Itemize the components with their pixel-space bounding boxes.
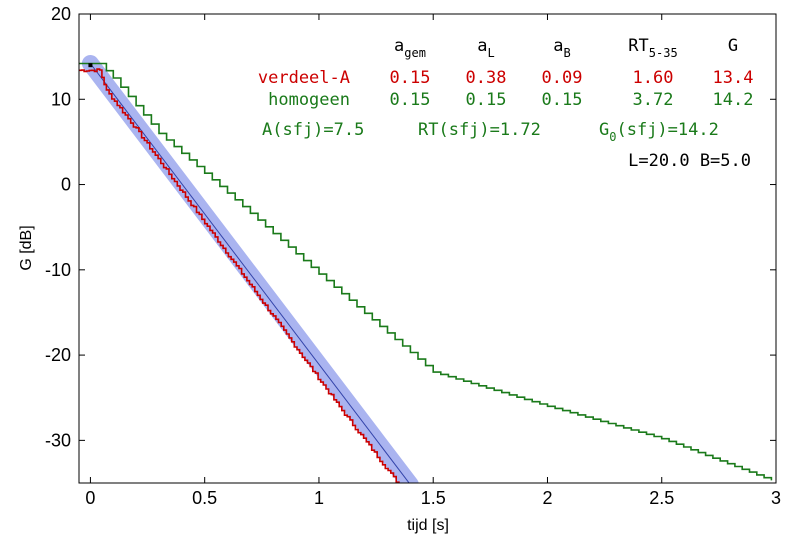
table-cell: 3.72 <box>633 90 674 110</box>
table-cell: 0.15 <box>466 90 507 110</box>
table-cell: 14.2 <box>713 90 754 110</box>
table-cell: 1.60 <box>633 68 674 88</box>
x-tick-label: 1 <box>314 488 324 508</box>
x-tick-label: 1.5 <box>421 488 446 508</box>
table-header: agem <box>394 36 426 60</box>
table-cell: 13.4 <box>713 68 754 88</box>
table-header: RT5-35 <box>628 36 677 60</box>
x-tick-label: 3 <box>771 488 781 508</box>
annotation-sfj-g0: G0(sfj)=14.2 <box>599 120 719 144</box>
table-row-label: homogeen <box>268 90 350 110</box>
table-header: G <box>728 36 738 56</box>
table-cell: 0.15 <box>542 90 583 110</box>
annotation-dims: L=20.0 B=5.0 <box>628 151 751 171</box>
plot-area <box>79 55 773 483</box>
table-cell: 0.15 <box>390 90 431 110</box>
annotation-sfj-a: A(sfj)=7.5 <box>262 120 364 140</box>
y-tick-label: -10 <box>45 260 71 280</box>
series-line-homogeen <box>79 62 773 481</box>
x-tick-label: 2.5 <box>649 488 674 508</box>
x-tick-label: 0 <box>85 488 95 508</box>
x-axis-label: tijd [s] <box>407 517 449 534</box>
start-marker <box>88 63 93 68</box>
y-tick-label: -20 <box>45 345 71 365</box>
table-header: aB <box>553 36 570 60</box>
plot-frame <box>78 13 777 484</box>
table-header: aL <box>477 36 494 60</box>
x-tick-label: 0.5 <box>192 488 217 508</box>
series-line-verdeel-a <box>79 68 400 483</box>
table-cell: 0.38 <box>466 68 507 88</box>
x-tick-label: 2 <box>542 488 552 508</box>
fit-line <box>90 63 410 483</box>
table-cell: 0.09 <box>542 68 583 88</box>
y-tick-label: 20 <box>51 4 71 24</box>
y-axis-label: G [dB] <box>18 225 35 270</box>
axis-ticks: 0 0.5 1 1.5 2 2.5 3 20 10 0 -10 -20 -30 <box>45 4 781 508</box>
table-cell: 0.15 <box>390 68 431 88</box>
annotation-sfj-rt: RT(sfj)=1.72 <box>418 120 541 140</box>
table-row-label: verdeel-A <box>258 68 350 88</box>
y-tick-label: 10 <box>51 89 71 109</box>
y-tick-label: 0 <box>61 175 71 195</box>
y-tick-label: -30 <box>45 430 71 450</box>
